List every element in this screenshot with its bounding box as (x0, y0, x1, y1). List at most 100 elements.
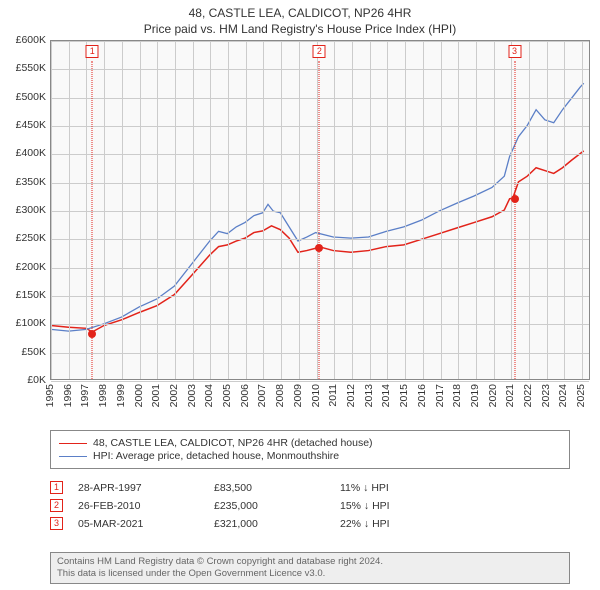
chart: 123 £0K£50K£100K£150K£200K£250K£300K£350… (0, 40, 600, 420)
sale-marker-line (514, 61, 515, 379)
gridline-v (529, 41, 530, 379)
xtick-label: 2024 (557, 384, 569, 407)
ytick-label: £150K (2, 289, 46, 301)
ytick-label: £400K (2, 147, 46, 159)
gridline-v (228, 41, 229, 379)
gridline-v (210, 41, 211, 379)
legend: 48, CASTLE LEA, CALDICOT, NP26 4HR (deta… (50, 430, 570, 469)
gridline-v (246, 41, 247, 379)
xtick-label: 2009 (292, 384, 304, 407)
gridline-h (51, 324, 589, 325)
ytick-label: £350K (2, 176, 46, 188)
gridline-v (564, 41, 565, 379)
xtick-label: 2017 (434, 384, 446, 407)
xtick-label: 2022 (522, 384, 534, 407)
gridline-h (51, 296, 589, 297)
gridline-v (281, 41, 282, 379)
sale-delta: 22% ↓ HPI (340, 518, 460, 530)
gridline-h (51, 239, 589, 240)
gridline-h (51, 211, 589, 212)
gridline-v (263, 41, 264, 379)
sale-marker-box: 3 (508, 45, 521, 58)
gridline-v (494, 41, 495, 379)
ytick-label: £200K (2, 261, 46, 273)
gridline-v (317, 41, 318, 379)
legend-item: 48, CASTLE LEA, CALDICOT, NP26 4HR (deta… (59, 437, 561, 449)
xtick-label: 1995 (44, 384, 56, 407)
xtick-label: 2015 (398, 384, 410, 407)
xtick-label: 2025 (575, 384, 587, 407)
gridline-v (582, 41, 583, 379)
legend-label: HPI: Average price, detached house, Monm… (93, 450, 339, 462)
sale-row: 226-FEB-2010£235,00015% ↓ HPI (50, 499, 570, 512)
gridline-v (511, 41, 512, 379)
gridline-h (51, 268, 589, 269)
sale-marker-dot (88, 330, 96, 338)
legend-label: 48, CASTLE LEA, CALDICOT, NP26 4HR (deta… (93, 437, 373, 449)
gridline-v (299, 41, 300, 379)
sale-num-box: 3 (50, 517, 63, 530)
gridline-h (51, 41, 589, 42)
gridline-v (51, 41, 52, 379)
gridline-h (51, 154, 589, 155)
ytick-label: £50K (2, 346, 46, 358)
gridline-v (458, 41, 459, 379)
xtick-label: 2013 (363, 384, 375, 407)
xtick-label: 2011 (327, 384, 339, 407)
attribution-line2: This data is licensed under the Open Gov… (57, 568, 563, 580)
ytick-label: £600K (2, 34, 46, 46)
sale-price: £235,000 (214, 500, 334, 512)
xtick-label: 2004 (203, 384, 215, 407)
legend-swatch (59, 456, 87, 457)
sale-marker-line (319, 61, 320, 379)
gridline-v (175, 41, 176, 379)
gridline-v (140, 41, 141, 379)
attribution-line1: Contains HM Land Registry data © Crown c… (57, 556, 563, 568)
gridline-v (387, 41, 388, 379)
gridline-v (122, 41, 123, 379)
sale-date: 28-APR-1997 (78, 482, 208, 494)
ytick-label: £0K (2, 374, 46, 386)
sale-marker-dot (511, 195, 519, 203)
xtick-label: 2001 (150, 384, 162, 407)
xtick-label: 1996 (62, 384, 74, 407)
sale-delta: 11% ↓ HPI (340, 482, 460, 494)
xtick-label: 2023 (540, 384, 552, 407)
xtick-label: 2003 (186, 384, 198, 407)
sale-num-box: 2 (50, 499, 63, 512)
gridline-v (69, 41, 70, 379)
gridline-v (193, 41, 194, 379)
ytick-label: £450K (2, 119, 46, 131)
title-address: 48, CASTLE LEA, CALDICOT, NP26 4HR (0, 6, 600, 20)
gridline-h (51, 381, 589, 382)
sale-price: £321,000 (214, 518, 334, 530)
gridline-v (370, 41, 371, 379)
xtick-label: 2012 (345, 384, 357, 407)
ytick-label: £300K (2, 204, 46, 216)
sale-row: 128-APR-1997£83,50011% ↓ HPI (50, 481, 570, 494)
sale-marker-box: 1 (86, 45, 99, 58)
gridline-v (441, 41, 442, 379)
gridline-v (405, 41, 406, 379)
xtick-label: 1998 (97, 384, 109, 407)
attribution-box: Contains HM Land Registry data © Crown c… (50, 552, 570, 584)
sale-row: 305-MAR-2021£321,00022% ↓ HPI (50, 517, 570, 530)
ytick-label: £100K (2, 317, 46, 329)
xtick-label: 2020 (487, 384, 499, 407)
chart-lines (51, 41, 589, 379)
ytick-label: £550K (2, 62, 46, 74)
sale-price: £83,500 (214, 482, 334, 494)
xtick-label: 2010 (310, 384, 322, 407)
gridline-v (476, 41, 477, 379)
sale-date: 26-FEB-2010 (78, 500, 208, 512)
legend-item: HPI: Average price, detached house, Monm… (59, 450, 561, 462)
plot-area: 1 2 3 (50, 40, 590, 380)
xtick-label: 2014 (380, 384, 392, 407)
gridline-h (51, 69, 589, 70)
xtick-label: 2006 (239, 384, 251, 407)
title-subtitle: Price paid vs. HM Land Registry's House … (0, 22, 600, 36)
sale-marker-dot (315, 244, 323, 252)
gridline-v (547, 41, 548, 379)
sale-marker-box: 2 (313, 45, 326, 58)
xtick-label: 2002 (168, 384, 180, 407)
